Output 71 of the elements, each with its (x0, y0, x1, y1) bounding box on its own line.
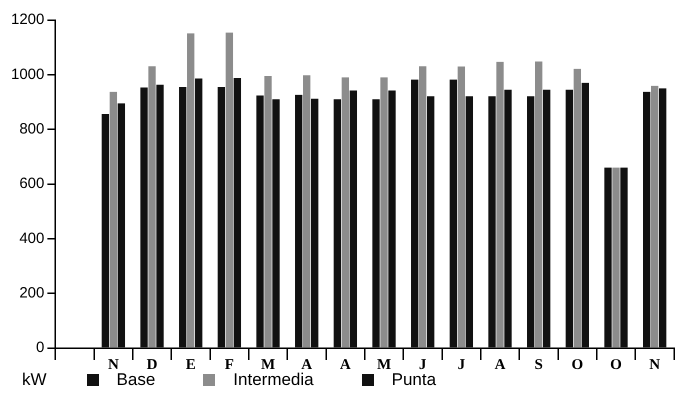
legend-label: Intermedia (233, 370, 314, 390)
bar (658, 88, 666, 348)
bar (542, 90, 550, 348)
bar (535, 62, 542, 348)
bar (350, 90, 358, 348)
x-tick-label: M (376, 356, 392, 373)
bar (450, 80, 458, 348)
bar (372, 99, 380, 348)
bar (195, 78, 202, 348)
x-tick-label: A (494, 356, 506, 373)
bar (226, 32, 234, 348)
x-tick-label: F (224, 356, 234, 373)
y-tick-label: 400 (19, 230, 44, 247)
bar (234, 78, 242, 348)
y-tick-label: 200 (19, 284, 44, 302)
x-tick-label: J (458, 356, 466, 373)
bar (334, 99, 342, 348)
bar (179, 86, 186, 348)
bar (496, 62, 504, 348)
x-tick-label: D (146, 356, 158, 373)
bar (458, 66, 466, 348)
bar (295, 94, 302, 348)
bar (612, 168, 620, 348)
x-tick-label: N (108, 356, 119, 373)
bar (303, 75, 310, 348)
bar (411, 80, 418, 348)
x-tick-label: A (340, 356, 351, 373)
bar (527, 96, 534, 348)
x-tick-label: A (301, 356, 312, 373)
bar (419, 66, 426, 348)
bar (140, 88, 148, 348)
y-tick-label: 800 (19, 120, 44, 138)
x-tick-label: S (534, 356, 543, 373)
bar (272, 99, 280, 348)
bar (566, 90, 574, 348)
y-tick-label: 600 (19, 175, 44, 192)
bar (311, 98, 318, 348)
y-tick-label: 1000 (10, 66, 44, 83)
legend-label: Base (116, 370, 156, 390)
bar (110, 92, 118, 348)
y-tick-label: 1200 (10, 11, 44, 28)
x-tick-label: O (572, 356, 584, 373)
bar (187, 33, 194, 348)
x-tick-label: O (610, 356, 622, 373)
bar (504, 90, 512, 348)
bar (118, 103, 126, 348)
bar (488, 96, 496, 348)
bar (574, 68, 582, 348)
x-tick-label: J (418, 356, 427, 373)
y-tick-label: 0 (36, 339, 44, 356)
bar (388, 90, 396, 348)
bar (148, 66, 156, 348)
bar (156, 84, 164, 348)
legend-label: Punta (392, 370, 436, 390)
bar (643, 92, 650, 348)
x-tick-label: E (186, 356, 196, 373)
x-tick-label: N (649, 356, 660, 373)
bar (426, 96, 434, 348)
bar (342, 77, 350, 348)
legend-title: kW (22, 370, 47, 390)
bar (102, 114, 110, 348)
bar (264, 76, 272, 348)
bar (582, 82, 590, 348)
bar (256, 95, 264, 348)
bar (380, 77, 388, 348)
x-tick-label: M (260, 356, 276, 373)
bar (650, 86, 658, 348)
bar (620, 168, 628, 348)
bar (466, 96, 474, 348)
bar (218, 86, 226, 348)
bar (604, 168, 612, 348)
